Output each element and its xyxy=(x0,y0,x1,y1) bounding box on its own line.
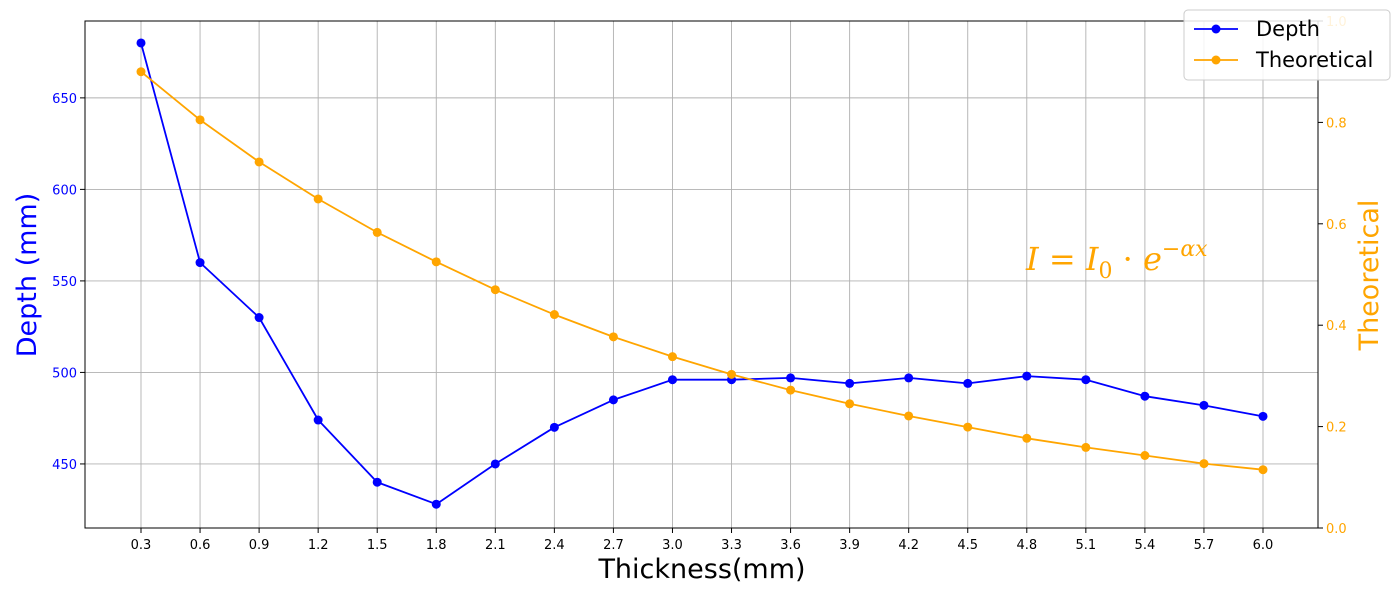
data-point-depth xyxy=(431,499,441,509)
data-point-depth xyxy=(963,378,973,388)
data-point-theoretical xyxy=(727,369,737,379)
data-point-theoretical xyxy=(608,332,618,342)
x-tick-label: 5.1 xyxy=(1075,538,1096,553)
legend-marker-depth xyxy=(1211,24,1221,34)
x-tick-label: 2.1 xyxy=(485,538,506,553)
data-point-depth xyxy=(1022,371,1032,381)
data-point-theoretical xyxy=(1199,459,1209,469)
data-point-theoretical xyxy=(1140,450,1150,460)
x-tick-label: 3.0 xyxy=(662,538,683,553)
data-point-depth xyxy=(254,313,264,323)
x-tick-label: 4.5 xyxy=(957,538,978,553)
data-point-theoretical xyxy=(549,310,559,320)
y-axis-left: 450 500 550 600 650 xyxy=(52,92,85,473)
data-point-theoretical xyxy=(1022,433,1032,443)
y-right-tick-label: 0.4 xyxy=(1326,319,1347,334)
data-point-depth xyxy=(1081,375,1091,385)
y-right-tick-label: 0.8 xyxy=(1326,116,1347,131)
data-point-depth xyxy=(667,375,677,385)
series-layer xyxy=(136,38,1268,509)
data-point-theoretical xyxy=(845,399,855,409)
data-point-theoretical xyxy=(254,157,264,167)
formula-annotation: I = I0 · e−αx xyxy=(1025,237,1208,284)
y-right-tick-label: 0.2 xyxy=(1326,421,1347,436)
x-tick-label: 5.7 xyxy=(1194,538,1215,553)
legend-box xyxy=(1183,9,1391,81)
legend-label-theoretical: Theoretical xyxy=(1255,48,1373,72)
y-left-tick-label: 600 xyxy=(52,183,77,198)
legend-marker-theoretical xyxy=(1211,55,1221,65)
x-tick-label: 0.6 xyxy=(190,538,211,553)
data-point-depth xyxy=(1199,400,1209,410)
y-axis-right: 0.00.20.40.60.81.0 xyxy=(1318,15,1347,537)
data-point-depth xyxy=(313,415,323,425)
grid xyxy=(85,21,1318,528)
data-point-theoretical xyxy=(1258,465,1268,475)
x-tick-label: 5.4 xyxy=(1135,538,1156,553)
data-point-theoretical xyxy=(904,411,914,421)
data-point-depth xyxy=(904,373,914,383)
series-line-depth xyxy=(140,42,1264,506)
y-left-tick-label: 500 xyxy=(52,366,77,381)
x-tick-label: 0.9 xyxy=(249,538,270,553)
y-left-tick-label: 450 xyxy=(52,458,77,473)
data-point-theoretical xyxy=(136,67,146,77)
x-tick-label: 3.9 xyxy=(839,538,860,553)
x-tick-label: 6.0 xyxy=(1253,538,1274,553)
x-axis: 0.3 0.6 0.9 1.2 1.5 1.8 2.1 2.4 2.7 3.0 3.3 3.6 3.9 4… xyxy=(131,528,1274,553)
data-point-depth xyxy=(549,422,559,432)
data-point-theoretical xyxy=(786,385,796,395)
data-point-depth xyxy=(608,395,618,405)
data-point-depth xyxy=(490,459,500,469)
data-point-theoretical xyxy=(195,115,205,125)
x-tick-label: 3.6 xyxy=(780,538,801,553)
x-tick-label: 2.7 xyxy=(603,538,624,553)
x-axis-title: Thickness(mm) xyxy=(597,554,805,585)
data-point-theoretical xyxy=(490,285,500,295)
data-point-theoretical xyxy=(431,257,441,267)
data-point-theoretical xyxy=(1081,442,1091,452)
series-line-theoretical xyxy=(140,71,1264,471)
data-point-depth xyxy=(845,378,855,388)
x-tick-label: 4.2 xyxy=(898,538,919,553)
y-left-tick-label: 650 xyxy=(52,92,77,107)
data-point-depth xyxy=(195,258,205,268)
plot-frame xyxy=(84,20,1319,529)
data-point-depth xyxy=(1140,391,1150,401)
x-tick-label: 1.8 xyxy=(426,538,447,553)
x-tick-label: 1.5 xyxy=(367,538,388,553)
x-tick-label: 1.2 xyxy=(308,538,329,553)
x-tick-label: 4.8 xyxy=(1016,538,1037,553)
data-point-depth xyxy=(136,38,146,48)
legend-label-depth: Depth xyxy=(1256,17,1320,41)
data-point-depth xyxy=(372,477,382,487)
data-point-theoretical xyxy=(372,227,382,237)
y-axis-left-title: Depth (mm) xyxy=(12,193,43,358)
y-right-tick-label: 0.6 xyxy=(1326,218,1347,233)
x-tick-label: 0.3 xyxy=(131,538,152,553)
y-left-tick-label: 550 xyxy=(52,275,77,290)
y-axis-right-title: Theoretical xyxy=(1354,200,1385,352)
data-point-theoretical xyxy=(667,352,677,362)
data-point-theoretical xyxy=(313,194,323,204)
y-right-tick-label: 0.0 xyxy=(1326,522,1347,537)
x-tick-label: 3.3 xyxy=(721,538,742,553)
data-point-theoretical xyxy=(963,422,973,432)
legend: Depth Theoretical xyxy=(1183,9,1391,81)
data-point-depth xyxy=(1258,411,1268,421)
data-point-depth xyxy=(786,373,796,383)
x-tick-label: 2.4 xyxy=(544,538,565,553)
